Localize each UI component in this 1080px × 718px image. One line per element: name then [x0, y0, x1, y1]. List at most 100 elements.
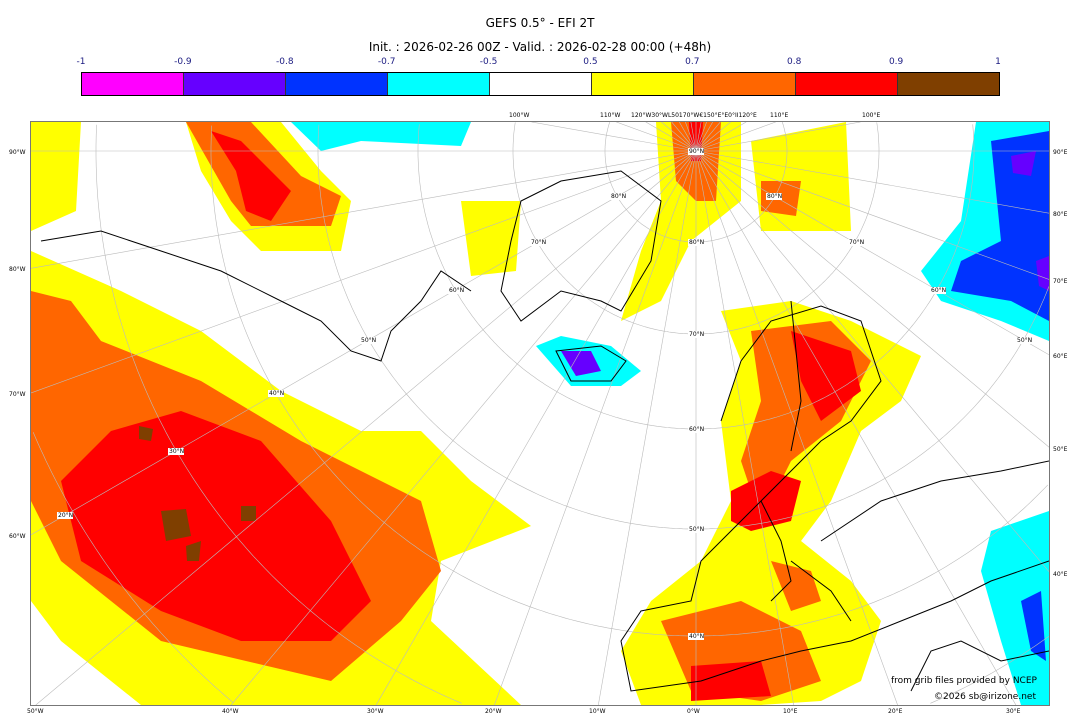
axis-label: 110°W [600, 112, 621, 119]
latitude-label: 40°N [269, 390, 284, 397]
meridian [695, 150, 1049, 280]
map-title: GEFS 0.5° - EFI 2T [485, 16, 595, 30]
colorbar-tick: -0.7 [377, 57, 396, 67]
meridian [671, 122, 697, 152]
axis-label: 80°W [9, 266, 26, 273]
axis-label: 60°W [9, 533, 26, 540]
meridian [695, 150, 794, 705]
colorbar-segment [286, 73, 388, 95]
meridian [695, 122, 713, 152]
latitude-label: 90°N [689, 148, 704, 155]
axis-label: 90°W [9, 149, 26, 156]
meridian [690, 122, 697, 152]
field-red-north [211, 131, 291, 221]
efi-fields [31, 122, 1049, 705]
colorbar [81, 72, 1000, 96]
axis-label: 90°E [1053, 149, 1068, 156]
latitude-circle [417, 124, 696, 430]
meridian [685, 122, 697, 152]
colorbar-tick: -0.9 [174, 57, 192, 67]
meridian [695, 150, 898, 705]
latitude-circle [210, 125, 696, 637]
latitude-label: 30°N [169, 448, 184, 455]
colorbar-segment [82, 73, 184, 95]
colorbar-segment [184, 73, 286, 95]
field-brown-atlantic [139, 426, 256, 561]
axis-label: 100°W [509, 112, 530, 119]
axis-label: 40°E [1053, 571, 1068, 578]
field-red-europe [691, 331, 861, 701]
latitude-label: 20°N [58, 512, 73, 519]
meridian [695, 122, 702, 152]
axis-label: 80°E [1053, 211, 1068, 218]
latitude-circle [696, 484, 1049, 637]
latitude-labels: 90°N 80°N 80°N 80°N 70°N 70°N 70°N 60°N 60°N 60°N… [57, 148, 1032, 640]
latitude-label: 70°N [689, 331, 704, 338]
axis-label: 50°E [1053, 446, 1068, 453]
latitude-label: 80°N [689, 239, 704, 246]
latitude-circle [95, 124, 462, 704]
meridian [695, 122, 861, 152]
latitude-label: 80°N [767, 193, 782, 200]
meridian [375, 150, 697, 705]
colorbar-tick: 1 [995, 57, 1001, 67]
axis-label: 10°E [783, 708, 798, 715]
axis-label: 10°W [589, 708, 606, 715]
field-cyan-iceland [291, 122, 641, 386]
colorbar-tick: 0.7 [685, 57, 700, 67]
latitude-label: 40°N [689, 633, 704, 640]
meridian [695, 122, 707, 152]
axis-label: 70°E [1053, 278, 1068, 285]
latitude-circle [512, 122, 696, 335]
field-purple-iceland [561, 351, 601, 376]
latitude-circle [696, 122, 880, 335]
latitude-label: 50°N [1017, 337, 1032, 344]
meridian [230, 150, 697, 705]
meridian [695, 150, 1049, 356]
colorbar-tick: -1 [76, 57, 86, 67]
latitude-label: 60°N [689, 426, 704, 433]
axis-label: 60°E [1053, 353, 1068, 360]
latitude-label: 70°N [849, 239, 864, 246]
map-subtitle: Init. : 2026-02-26 00Z - Valid. : 2026-0… [368, 40, 712, 54]
meridian [695, 122, 731, 152]
colorbar-tick: -0.5 [479, 57, 498, 67]
colorbar-tick: -0.8 [275, 57, 294, 67]
latitude-label: 60°N [931, 287, 946, 294]
meridian [598, 150, 697, 705]
latitude-circle [930, 636, 1049, 704]
graticule [31, 122, 1049, 705]
meridian [679, 122, 697, 152]
meridian [35, 150, 697, 705]
colorbar-segment [592, 73, 694, 95]
coastlines [40, 170, 1049, 692]
axis-label: 100°E [862, 112, 881, 119]
data-source-credit: from grib files provided by NCEP [891, 676, 1037, 686]
meridian [531, 122, 697, 152]
copyright: ©2026 sb@irizone.net [934, 692, 1036, 702]
meridian [31, 150, 697, 269]
colorbar-tick: 0.9 [888, 57, 904, 67]
latitude-label: 50°N [689, 526, 704, 533]
axis-label: 50°W [27, 708, 44, 715]
field-blue-east [951, 131, 1049, 661]
axis-label: 40°W [222, 708, 239, 715]
colorbar-segment [490, 73, 592, 95]
meridian [695, 150, 1049, 214]
colorbar-segment [694, 73, 796, 95]
axis-label: 0°W [687, 708, 700, 715]
axis-label: 70°W [9, 391, 26, 398]
latitude-circle [696, 124, 975, 430]
axis-label: 110°E [770, 112, 789, 119]
latitude-label: 80°N [611, 193, 626, 200]
latitude-circle [32, 432, 234, 703]
latitude-label: 60°N [449, 287, 464, 294]
meridian [695, 122, 776, 152]
colorbar-segment [898, 73, 999, 95]
meridian [695, 150, 1049, 572]
meridian [616, 122, 697, 152]
axis-label: 30°E [1006, 708, 1021, 715]
axis-label: 20°E [888, 708, 903, 715]
latitude-circle [696, 122, 788, 243]
colorbar-tick: 0.8 [787, 57, 802, 67]
